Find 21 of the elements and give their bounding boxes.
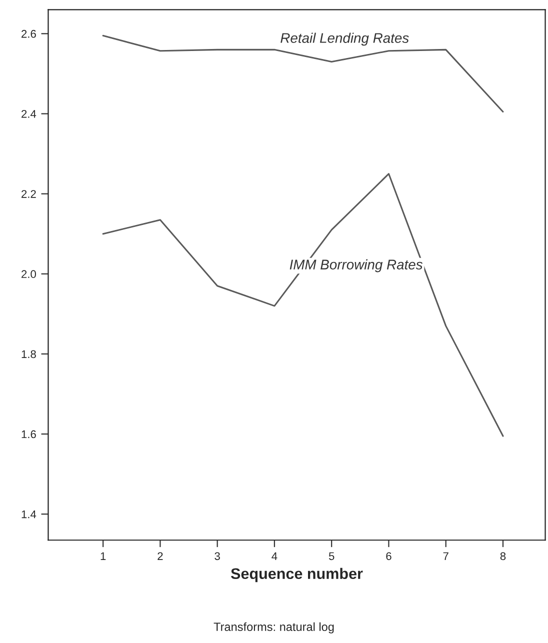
line-series xyxy=(102,34,504,112)
y-tick-label: 2.4 xyxy=(22,110,36,118)
x-tick-label: 7 xyxy=(443,552,448,560)
y-tick-label: 2.6 xyxy=(22,30,36,38)
x-tick-label: 5 xyxy=(328,552,334,560)
y-tick-label: 1.6 xyxy=(22,430,36,438)
annotation: Retail Lending Rates xyxy=(280,32,409,46)
line-series xyxy=(102,173,504,437)
text: Transforms: natural log xyxy=(214,622,334,634)
x-tick-label: 1 xyxy=(100,552,106,560)
x-axis-title: Sequence number xyxy=(230,568,363,582)
y-tick-label: 1.4 xyxy=(22,510,36,518)
x-tick-label: 4 xyxy=(272,552,278,560)
annotation: IMM Borrowing Rates xyxy=(290,259,423,272)
x-tick-label: 3 xyxy=(214,552,220,560)
y-tick-label: 1.8 xyxy=(22,350,36,358)
x-tick-label: 2 xyxy=(158,552,163,560)
y-tick-label: 2.0 xyxy=(22,270,36,278)
y-tick-label: 2.2 xyxy=(22,190,36,198)
x-tick-label: 8 xyxy=(500,552,506,560)
x-tick-label: 6 xyxy=(386,552,392,560)
